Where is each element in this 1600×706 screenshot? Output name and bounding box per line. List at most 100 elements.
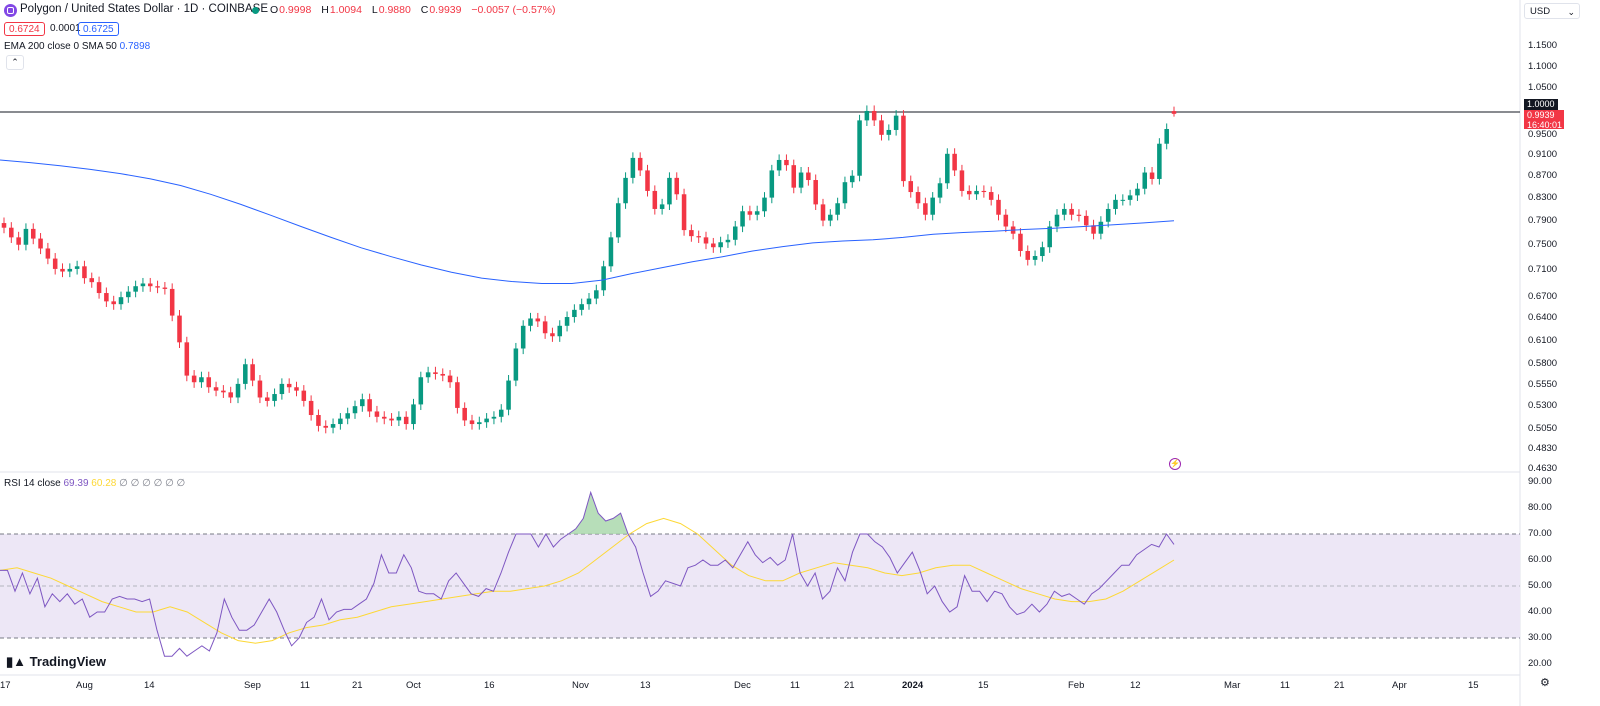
- candle-body: [498, 409, 504, 417]
- time-axis-label: 17: [0, 680, 11, 691]
- price-axis-label: 0.9500: [1528, 128, 1558, 140]
- tradingview-logo[interactable]: ▮▲ TradingView: [6, 654, 106, 670]
- candle-body: [828, 214, 833, 221]
- candle-body: [1098, 221, 1104, 234]
- candle-body: [96, 282, 102, 294]
- high-key: H: [321, 4, 329, 16]
- candle-body: [23, 228, 29, 245]
- price-axis-label: 1.1500: [1528, 40, 1558, 51]
- candle-body: [1113, 199, 1118, 209]
- candle-body: [535, 318, 541, 322]
- candle-body: [257, 380, 263, 398]
- close-value: 0.9939: [429, 4, 462, 16]
- price-axis-label: 0.6400: [1528, 312, 1558, 324]
- sell-button[interactable]: 0.6724: [4, 22, 45, 36]
- candle-body: [718, 242, 723, 248]
- candle-body: [988, 192, 994, 200]
- candle-body: [689, 230, 694, 237]
- candle-body: [367, 399, 372, 412]
- gear-icon[interactable]: ⚙: [1540, 677, 1550, 689]
- lightning-icon[interactable]: ⚡: [1169, 458, 1181, 470]
- candle-body: [703, 237, 709, 244]
- candle-body: [637, 157, 643, 171]
- candle-body: [155, 286, 160, 288]
- candle-body: [930, 197, 935, 215]
- candle-body: [1105, 208, 1111, 222]
- time-axis-label: 14: [144, 680, 155, 691]
- price-axis-label: 1.0500: [1528, 82, 1558, 94]
- candle-body: [243, 364, 248, 384]
- buy-button[interactable]: 0.6725: [78, 22, 119, 36]
- candle-body: [674, 177, 680, 195]
- time-axis-label: 2024: [902, 680, 924, 691]
- candle-body: [140, 283, 146, 287]
- candle-body: [594, 290, 599, 299]
- candle-body: [615, 203, 621, 238]
- candle-body: [820, 204, 826, 221]
- candle-body: [447, 375, 453, 383]
- collapse-legend-button[interactable]: ⌃: [6, 55, 24, 70]
- candle-body: [557, 325, 563, 337]
- time-axis-label: Nov: [572, 680, 589, 691]
- candle-body: [1164, 128, 1169, 144]
- candle-body: [389, 418, 394, 421]
- price-axis-label: 0.5550: [1528, 378, 1558, 390]
- candle-body: [959, 170, 965, 191]
- candle-body: [966, 190, 972, 195]
- candle-body: [754, 211, 760, 215]
- candle-body: [564, 317, 570, 326]
- symbol-title[interactable]: Polygon / United States Dollar · 1D · CO…: [20, 3, 268, 15]
- candle-body: [652, 190, 658, 209]
- rsi-axis-label: 50.00: [1528, 580, 1552, 591]
- candle-body: [886, 129, 892, 135]
- candle-body: [630, 157, 636, 178]
- close-key: C: [420, 4, 429, 16]
- low-key: L: [371, 4, 378, 16]
- candle-body: [111, 301, 116, 305]
- price-axis-label: 0.6100: [1528, 334, 1558, 346]
- price-axis-label: 0.5050: [1528, 422, 1558, 434]
- candle-body: [871, 110, 877, 121]
- candle-body: [396, 416, 402, 421]
- candle-body: [30, 228, 36, 239]
- candle-body: [937, 183, 943, 198]
- candle-body: [1069, 208, 1074, 215]
- rsi-indicator-name: RSI 14 close: [4, 478, 61, 489]
- candle-body: [732, 226, 738, 240]
- time-axis-label: Dec: [734, 680, 751, 691]
- open-value: 0.9998: [279, 4, 312, 16]
- candle-body: [1025, 250, 1031, 260]
- time-axis-label: Feb: [1068, 680, 1085, 691]
- candle-body: [1032, 256, 1038, 260]
- candle-body: [1142, 172, 1148, 189]
- candle-body: [879, 120, 884, 135]
- rsi-axis-label: 60.00: [1528, 554, 1552, 565]
- time-axis-label: Oct: [406, 680, 421, 691]
- rsi-indicator-legend[interactable]: RSI 14 close 69.39 60.28 ∅ ∅ ∅ ∅ ∅ ∅: [4, 478, 185, 489]
- market-status-icon: [252, 7, 259, 14]
- price-axis-label: 0.8700: [1528, 169, 1558, 181]
- currency-label: USD: [1530, 6, 1551, 17]
- candle-body: [1127, 195, 1133, 200]
- time-axis-label: Apr: [1392, 680, 1407, 691]
- price-axis-label: 0.4830: [1528, 443, 1558, 455]
- currency-select[interactable]: USD ⌄: [1524, 3, 1580, 19]
- candle-body: [667, 177, 672, 205]
- candle-body: [608, 237, 614, 267]
- candle-body: [301, 390, 307, 401]
- polygon-logo-icon: [4, 4, 17, 17]
- candle-body: [184, 342, 190, 376]
- candle-body: [945, 153, 950, 184]
- candle-body: [213, 387, 219, 391]
- candle-body: [645, 170, 650, 191]
- candle-body: [352, 406, 358, 414]
- last-price-value: 0.9939: [1527, 110, 1555, 120]
- bar-countdown: 16:40:01: [1527, 120, 1563, 130]
- ema-indicator-legend[interactable]: EMA 200 close 0 SMA 50 0.7898: [4, 41, 150, 52]
- time-axis-label: 11: [790, 680, 800, 691]
- candle-body: [425, 372, 431, 378]
- candle-body: [477, 422, 482, 425]
- candle-body: [981, 190, 987, 193]
- candle-body: [199, 377, 204, 383]
